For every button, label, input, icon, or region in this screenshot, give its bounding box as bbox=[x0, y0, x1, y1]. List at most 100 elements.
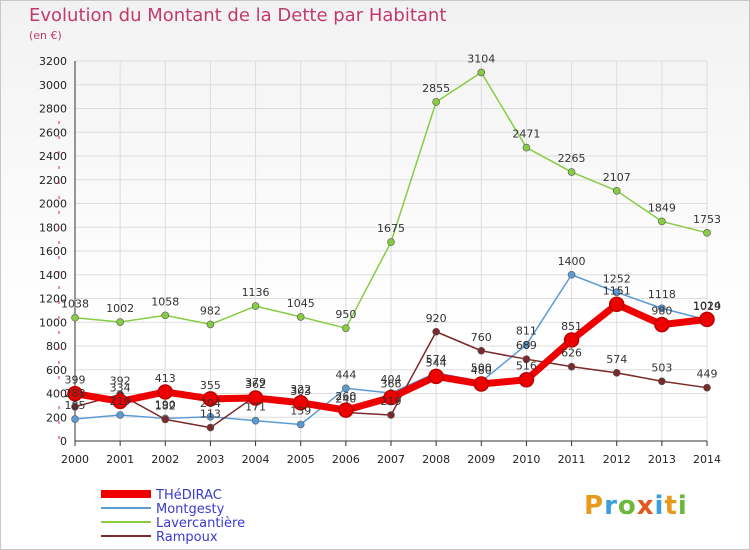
data-point bbox=[71, 415, 79, 423]
data-label: 1038 bbox=[61, 298, 89, 311]
legend-label: THéDIRAC bbox=[155, 488, 222, 503]
data-label: 2107 bbox=[603, 171, 631, 184]
y-tick-label: 2000 bbox=[39, 198, 67, 211]
data-point bbox=[296, 313, 305, 321]
data-label: 171 bbox=[245, 401, 266, 414]
data-point bbox=[477, 68, 486, 77]
data-label: 449 bbox=[697, 368, 718, 381]
data-point bbox=[251, 416, 260, 425]
data-point bbox=[658, 377, 666, 386]
data-point bbox=[206, 320, 215, 329]
data-label: 379 bbox=[245, 376, 266, 389]
logo-letter: P bbox=[584, 491, 605, 521]
data-label: 1024 bbox=[693, 299, 721, 312]
data-label: 689 bbox=[516, 339, 537, 352]
data-label: 303 bbox=[290, 385, 311, 398]
data-label: 3104 bbox=[467, 52, 495, 65]
y-tick-label: 1800 bbox=[39, 221, 67, 234]
data-point bbox=[206, 412, 215, 421]
y-tick-label: 2800 bbox=[39, 103, 67, 116]
data-point bbox=[654, 316, 670, 333]
grid-lines bbox=[74, 60, 708, 442]
x-tick-label: 2007 bbox=[377, 453, 405, 466]
data-label: 139 bbox=[290, 404, 311, 417]
data-label: 503 bbox=[651, 361, 672, 374]
data-label: 1058 bbox=[151, 295, 179, 308]
x-tick-label: 2010 bbox=[512, 453, 540, 466]
chart-title: Evolution du Montant de la Dette par Hab… bbox=[29, 5, 447, 26]
data-point bbox=[251, 302, 260, 310]
logo-letter: i bbox=[677, 491, 688, 521]
y-tick-label: 0 bbox=[60, 435, 67, 448]
x-tick-label: 2011 bbox=[558, 453, 586, 466]
data-point bbox=[161, 311, 170, 320]
data-point bbox=[428, 368, 444, 385]
data-label: 950 bbox=[335, 308, 356, 321]
data-label: 2471 bbox=[512, 128, 540, 141]
data-point bbox=[522, 355, 531, 363]
logo-letter: x bbox=[636, 491, 655, 521]
data-label: 1002 bbox=[106, 302, 134, 315]
data-point bbox=[477, 346, 486, 355]
data-label: 334 bbox=[110, 381, 131, 394]
y-tick-label: 1600 bbox=[39, 245, 67, 258]
data-label: 219 bbox=[110, 395, 131, 408]
x-tick-label: 2012 bbox=[603, 453, 631, 466]
data-point bbox=[567, 362, 576, 371]
data-label: 1151 bbox=[603, 284, 631, 297]
data-point bbox=[296, 420, 305, 429]
data-point bbox=[67, 385, 83, 402]
data-label: 1400 bbox=[558, 255, 586, 268]
data-label: 516 bbox=[516, 360, 537, 373]
data-point bbox=[432, 327, 440, 336]
data-point bbox=[612, 186, 621, 195]
proxiti-logo: Proxiti bbox=[584, 491, 688, 521]
data-label: 760 bbox=[471, 331, 492, 344]
data-point bbox=[432, 98, 440, 106]
data-point bbox=[338, 402, 354, 418]
data-point bbox=[157, 384, 174, 400]
data-point bbox=[563, 332, 580, 348]
data-point bbox=[518, 371, 535, 388]
logo-letter: o bbox=[617, 491, 637, 521]
data-label: 500 bbox=[471, 362, 492, 375]
y-tick-label: 2400 bbox=[39, 150, 67, 163]
data-label: 185 bbox=[65, 399, 86, 412]
data-point bbox=[383, 389, 399, 406]
data-point bbox=[292, 395, 309, 411]
x-tick-label: 2014 bbox=[693, 453, 721, 466]
data-labels: 399 334 413 355 362 322 260 366 544 480 516 851 1151… bbox=[61, 52, 721, 420]
y-tick-label: 600 bbox=[46, 364, 67, 377]
data-point bbox=[612, 369, 621, 377]
x-tick-label: 2009 bbox=[467, 453, 495, 466]
x-tick-label: 2002 bbox=[151, 453, 179, 466]
x-tick-label: 2005 bbox=[287, 453, 315, 466]
data-label: 219 bbox=[381, 395, 402, 408]
data-label: 626 bbox=[561, 347, 582, 360]
data-point bbox=[658, 217, 666, 226]
x-tick-label: 2003 bbox=[196, 453, 224, 466]
x-tick-label: 2008 bbox=[422, 453, 450, 466]
y-tick-label: 200 bbox=[46, 411, 67, 424]
y-tick-label: 400 bbox=[46, 388, 67, 401]
data-point bbox=[71, 402, 79, 411]
y-tick-label: 2600 bbox=[39, 126, 67, 139]
data-label: 204 bbox=[200, 397, 221, 410]
x-tick-label: 2001 bbox=[106, 453, 134, 466]
data-point bbox=[522, 340, 531, 349]
data-label: 1045 bbox=[287, 297, 315, 310]
data-label: 480 bbox=[471, 364, 492, 377]
data-point bbox=[608, 296, 625, 313]
data-label: 1849 bbox=[648, 201, 676, 214]
data-label: 240 bbox=[335, 393, 356, 406]
data-label: 1136 bbox=[242, 286, 270, 299]
data-label: 920 bbox=[426, 312, 447, 325]
data-label: 1252 bbox=[603, 272, 631, 285]
data-label: 851 bbox=[561, 320, 582, 333]
data-point bbox=[342, 324, 350, 332]
data-label: 1118 bbox=[648, 288, 676, 301]
data-point bbox=[522, 143, 531, 152]
y-tick-label: 3200 bbox=[39, 55, 67, 68]
data-point bbox=[116, 411, 124, 419]
